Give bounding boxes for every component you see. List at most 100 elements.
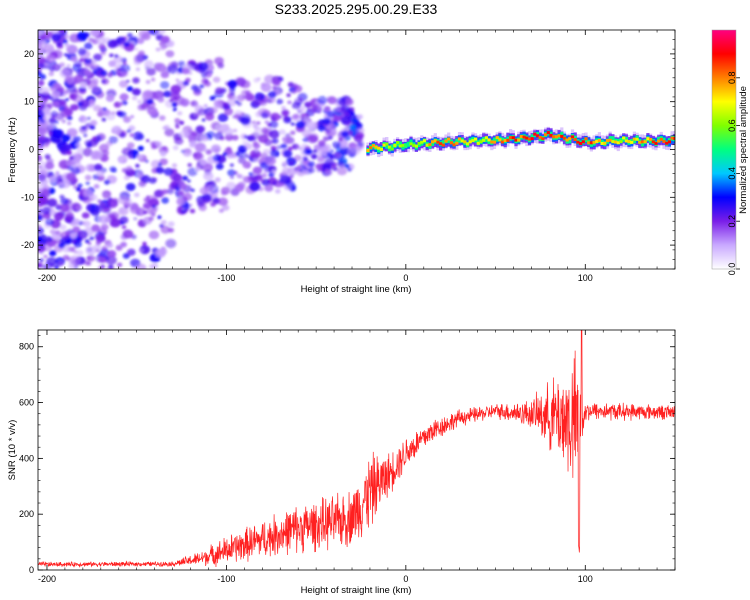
spectral-blob (105, 255, 117, 265)
spectral-blob (317, 120, 324, 126)
spectral-blob (182, 203, 191, 210)
spectral-blob (276, 98, 284, 105)
spectral-blob (187, 163, 192, 167)
spectral-blob (59, 179, 63, 183)
spectrogram-y-label: Frequency (Hz) (7, 117, 18, 182)
spectral-blob (176, 197, 186, 206)
spectral-blob (150, 110, 160, 117)
ridge-segment (630, 140, 634, 144)
spectral-blob (101, 79, 106, 84)
ridge-segment (554, 135, 558, 139)
colorbar: 0.00.20.40.60.8 Normalized spectral ampl… (711, 29, 749, 275)
spectral-blob (102, 193, 110, 200)
spectral-blob (249, 181, 261, 192)
spectral-blob (170, 180, 177, 187)
ridge-segment (390, 144, 394, 150)
spectral-blob (41, 206, 52, 215)
spectral-blob (86, 116, 91, 121)
spectral-blob (305, 148, 313, 155)
ridge-segment (525, 136, 529, 140)
spectral-blob (100, 223, 109, 231)
spectral-blob (149, 209, 154, 214)
spectral-blob (140, 102, 150, 111)
spectral-blob (283, 116, 292, 124)
spectral-blob (75, 142, 82, 148)
spectral-blob (322, 136, 330, 142)
spectral-blob (72, 94, 84, 104)
ridge-segment (379, 147, 383, 151)
spectral-blob (109, 53, 114, 58)
spectral-blob (73, 185, 78, 189)
spectral-blob (51, 33, 62, 42)
spectral-blob (96, 169, 105, 177)
spectral-blob (270, 112, 281, 122)
ridge-segment (398, 144, 402, 148)
spectral-blob (38, 195, 49, 204)
snr-x-label: Height of straight line (km) (301, 585, 412, 596)
spectral-blob (67, 128, 78, 137)
spectral-blob (195, 125, 205, 134)
x-tick-label: -200 (38, 574, 56, 584)
spectral-blob (90, 30, 101, 37)
ridge-segment (487, 139, 491, 144)
spectral-blob (205, 113, 215, 121)
spectral-blob (251, 120, 256, 125)
spectral-blob (132, 88, 141, 96)
spectral-blob (152, 204, 157, 209)
spectral-blob (179, 98, 190, 107)
x-tick-label: -200 (38, 273, 56, 283)
snr-series-line (38, 330, 675, 568)
spectral-blob (315, 163, 323, 170)
y-tick-label: 200 (19, 509, 34, 519)
spectral-blob (73, 240, 82, 248)
ridge-segment (369, 146, 373, 150)
spectral-blob (357, 141, 365, 147)
spectral-blob (153, 190, 163, 198)
ridge-segment (396, 141, 400, 144)
spectral-blob (191, 131, 198, 137)
spectral-blob (271, 138, 279, 144)
ridge-segment (611, 140, 615, 144)
ridge-segment (460, 139, 464, 143)
spectral-blob (294, 154, 302, 162)
spectral-blob (48, 175, 57, 183)
spectral-blob (53, 101, 60, 107)
ridge-segment (611, 136, 615, 142)
spectral-blob (38, 97, 44, 105)
spectral-blob (47, 31, 54, 37)
spectral-blob (144, 60, 154, 69)
spectral-blob (174, 137, 184, 145)
ridge-segment (417, 141, 421, 145)
spectral-blob (70, 56, 78, 62)
spectral-blob (65, 172, 77, 182)
ridge-segment (374, 145, 378, 149)
ridge-segment (441, 143, 445, 147)
spectral-blob (99, 154, 109, 162)
spectral-blob (294, 144, 300, 149)
spectral-blob (96, 36, 106, 45)
spectral-blob (86, 256, 91, 261)
spectral-blob (66, 64, 71, 68)
x-tick-label: -100 (217, 574, 235, 584)
ridge-segment (522, 135, 526, 139)
spectral-blob (43, 143, 49, 148)
spectral-blob (209, 95, 216, 101)
spectral-blob (38, 173, 47, 182)
ridge-segment (657, 139, 661, 143)
colorbar-frame (711, 29, 737, 270)
ridge-segment (568, 138, 572, 144)
spectral-blob (53, 212, 64, 221)
spectral-blob (66, 44, 78, 54)
spectral-blob (210, 202, 217, 207)
spectral-blob (91, 86, 101, 94)
spectral-blob (324, 169, 333, 176)
snr-panel: -200 -100 0 100 0 200 400 600 800 Height of stra… (7, 329, 676, 596)
spectral-blob (269, 120, 279, 129)
spectral-blob (101, 117, 107, 122)
spectral-blob (307, 118, 312, 122)
ridge-segment (455, 138, 459, 144)
snr-frame (37, 329, 676, 571)
spectral-blob (340, 157, 347, 163)
spectral-blob (163, 167, 174, 176)
spectral-blob (157, 215, 162, 219)
